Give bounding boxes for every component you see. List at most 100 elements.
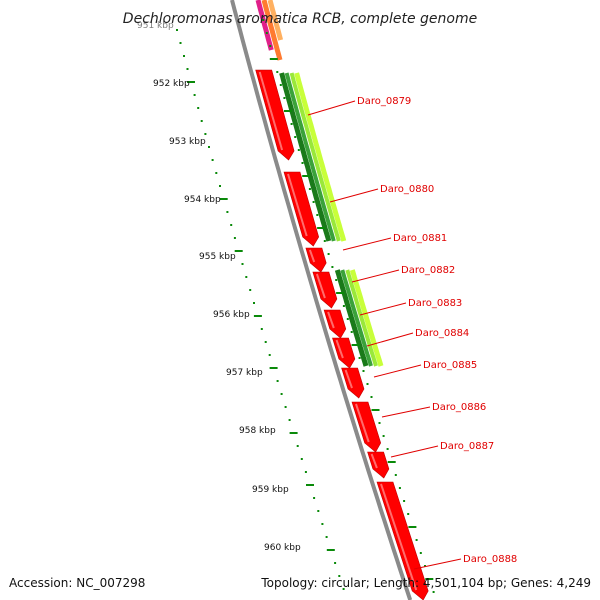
similarity-band-0-3 (294, 72, 347, 242)
top-fragment-1 (261, 0, 283, 61)
callout-line-888 (413, 558, 462, 570)
similarity-band-1-0 (334, 269, 369, 367)
left-tick (326, 549, 335, 551)
right-tick (351, 344, 360, 346)
right-tick (262, 19, 265, 21)
gene-highlight-885 (344, 369, 353, 389)
gene-highlight-888 (380, 483, 418, 591)
top-fragment-2 (267, 0, 284, 41)
right-tick (386, 448, 389, 450)
left-tick (276, 380, 279, 382)
left-tick (260, 328, 263, 330)
right-tick (308, 188, 311, 190)
right-tick (283, 97, 286, 99)
right-tick (297, 149, 300, 151)
left-tick (306, 484, 314, 486)
left-tick (245, 276, 248, 278)
kbp-label-958: 958 kbp (239, 426, 276, 436)
right-tick (269, 58, 278, 60)
gene-label-0887[interactable]: Daro_0887 (440, 441, 494, 452)
similarity-band-0-1 (284, 72, 336, 242)
similarity-band-1-2 (345, 269, 378, 367)
left-tick (215, 172, 218, 174)
callout-line-885 (373, 364, 422, 378)
right-tick (335, 279, 338, 281)
left-tick (230, 224, 233, 226)
left-tick (304, 471, 307, 473)
left-tick (176, 29, 178, 31)
left-tick (186, 68, 189, 70)
left-tick (200, 120, 203, 122)
left-tick (187, 81, 195, 83)
right-tick (346, 318, 349, 320)
left-tick (342, 588, 345, 590)
kbp-label-953: 953 kbp (169, 137, 206, 147)
feature-bands (230, 0, 413, 600)
gene-highlight-881 (308, 249, 316, 263)
right-tick (371, 409, 380, 411)
right-tick (312, 201, 315, 203)
right-tick (403, 500, 406, 502)
right-tick (424, 565, 426, 567)
gene-label-0880[interactable]: Daro_0880 (380, 184, 434, 195)
left-tick (288, 419, 291, 421)
kbp-label-955: 955 kbp (199, 252, 236, 262)
right-tick (269, 45, 272, 47)
right-tick (342, 305, 345, 307)
right-tick (294, 136, 297, 138)
callout-line-886 (381, 406, 431, 418)
right-tick (419, 552, 422, 554)
gene-callouts (307, 100, 462, 570)
left-tick (219, 198, 228, 200)
callout-line-879 (307, 100, 356, 116)
right-tick (378, 422, 381, 424)
gene-arrow-881 (305, 247, 327, 273)
top-tick-label: 951 kbp (137, 21, 174, 31)
gene-label-0881[interactable]: Daro_0881 (393, 233, 447, 244)
right-tick (370, 396, 373, 398)
right-tick (358, 357, 361, 359)
gene-label-0885[interactable]: Daro_0885 (423, 360, 477, 371)
right-tick (323, 240, 326, 242)
right-tick (432, 591, 435, 593)
left-tick (269, 367, 278, 369)
gene-highlight-880 (287, 173, 308, 237)
left-tick (253, 302, 255, 304)
right-tick (350, 331, 353, 333)
gene-label-0886[interactable]: Daro_0886 (432, 402, 486, 413)
left-tick (219, 185, 221, 187)
left-tick (179, 42, 182, 44)
right-tick (284, 110, 292, 112)
similarity-band-0-0 (279, 72, 332, 242)
right-tick (394, 474, 397, 476)
right-tick (290, 123, 293, 125)
left-tick (253, 315, 262, 317)
gene-label-0884[interactable]: Daro_0884 (415, 328, 469, 339)
gene-label-0882[interactable]: Daro_0882 (401, 265, 455, 276)
gene-highlight-879 (258, 71, 284, 151)
gene-label-0883[interactable]: Daro_0883 (408, 298, 462, 309)
left-tick (197, 107, 200, 109)
kbp-label-959: 959 kbp (252, 485, 289, 495)
left-tick (317, 510, 320, 512)
right-tick (362, 370, 365, 372)
kbp-label-952: 952 kbp (153, 79, 190, 89)
callout-line-882 (351, 269, 400, 283)
right-tick (327, 253, 330, 255)
left-tick (208, 146, 210, 148)
right-tick (382, 435, 385, 437)
right-tick (279, 84, 282, 86)
gene-label-0888[interactable]: Daro_0888 (463, 554, 517, 565)
map-title: Dechloromonas aromatica RCB, complete ge… (123, 11, 477, 27)
left-tick (325, 536, 328, 538)
right-tick (265, 32, 268, 34)
gene-highlight-882 (315, 273, 326, 299)
left-tick (268, 354, 271, 356)
left-tick (280, 393, 283, 395)
genome-summary: Topology: circular; Length: 4,501,104 bp… (260, 576, 591, 590)
kbp-label-960: 960 kbp (264, 543, 301, 553)
left-tick (234, 250, 243, 252)
gene-label-0879[interactable]: Daro_0879 (357, 96, 411, 107)
callout-line-887 (390, 445, 439, 458)
similarity-band-0-2 (289, 72, 341, 242)
